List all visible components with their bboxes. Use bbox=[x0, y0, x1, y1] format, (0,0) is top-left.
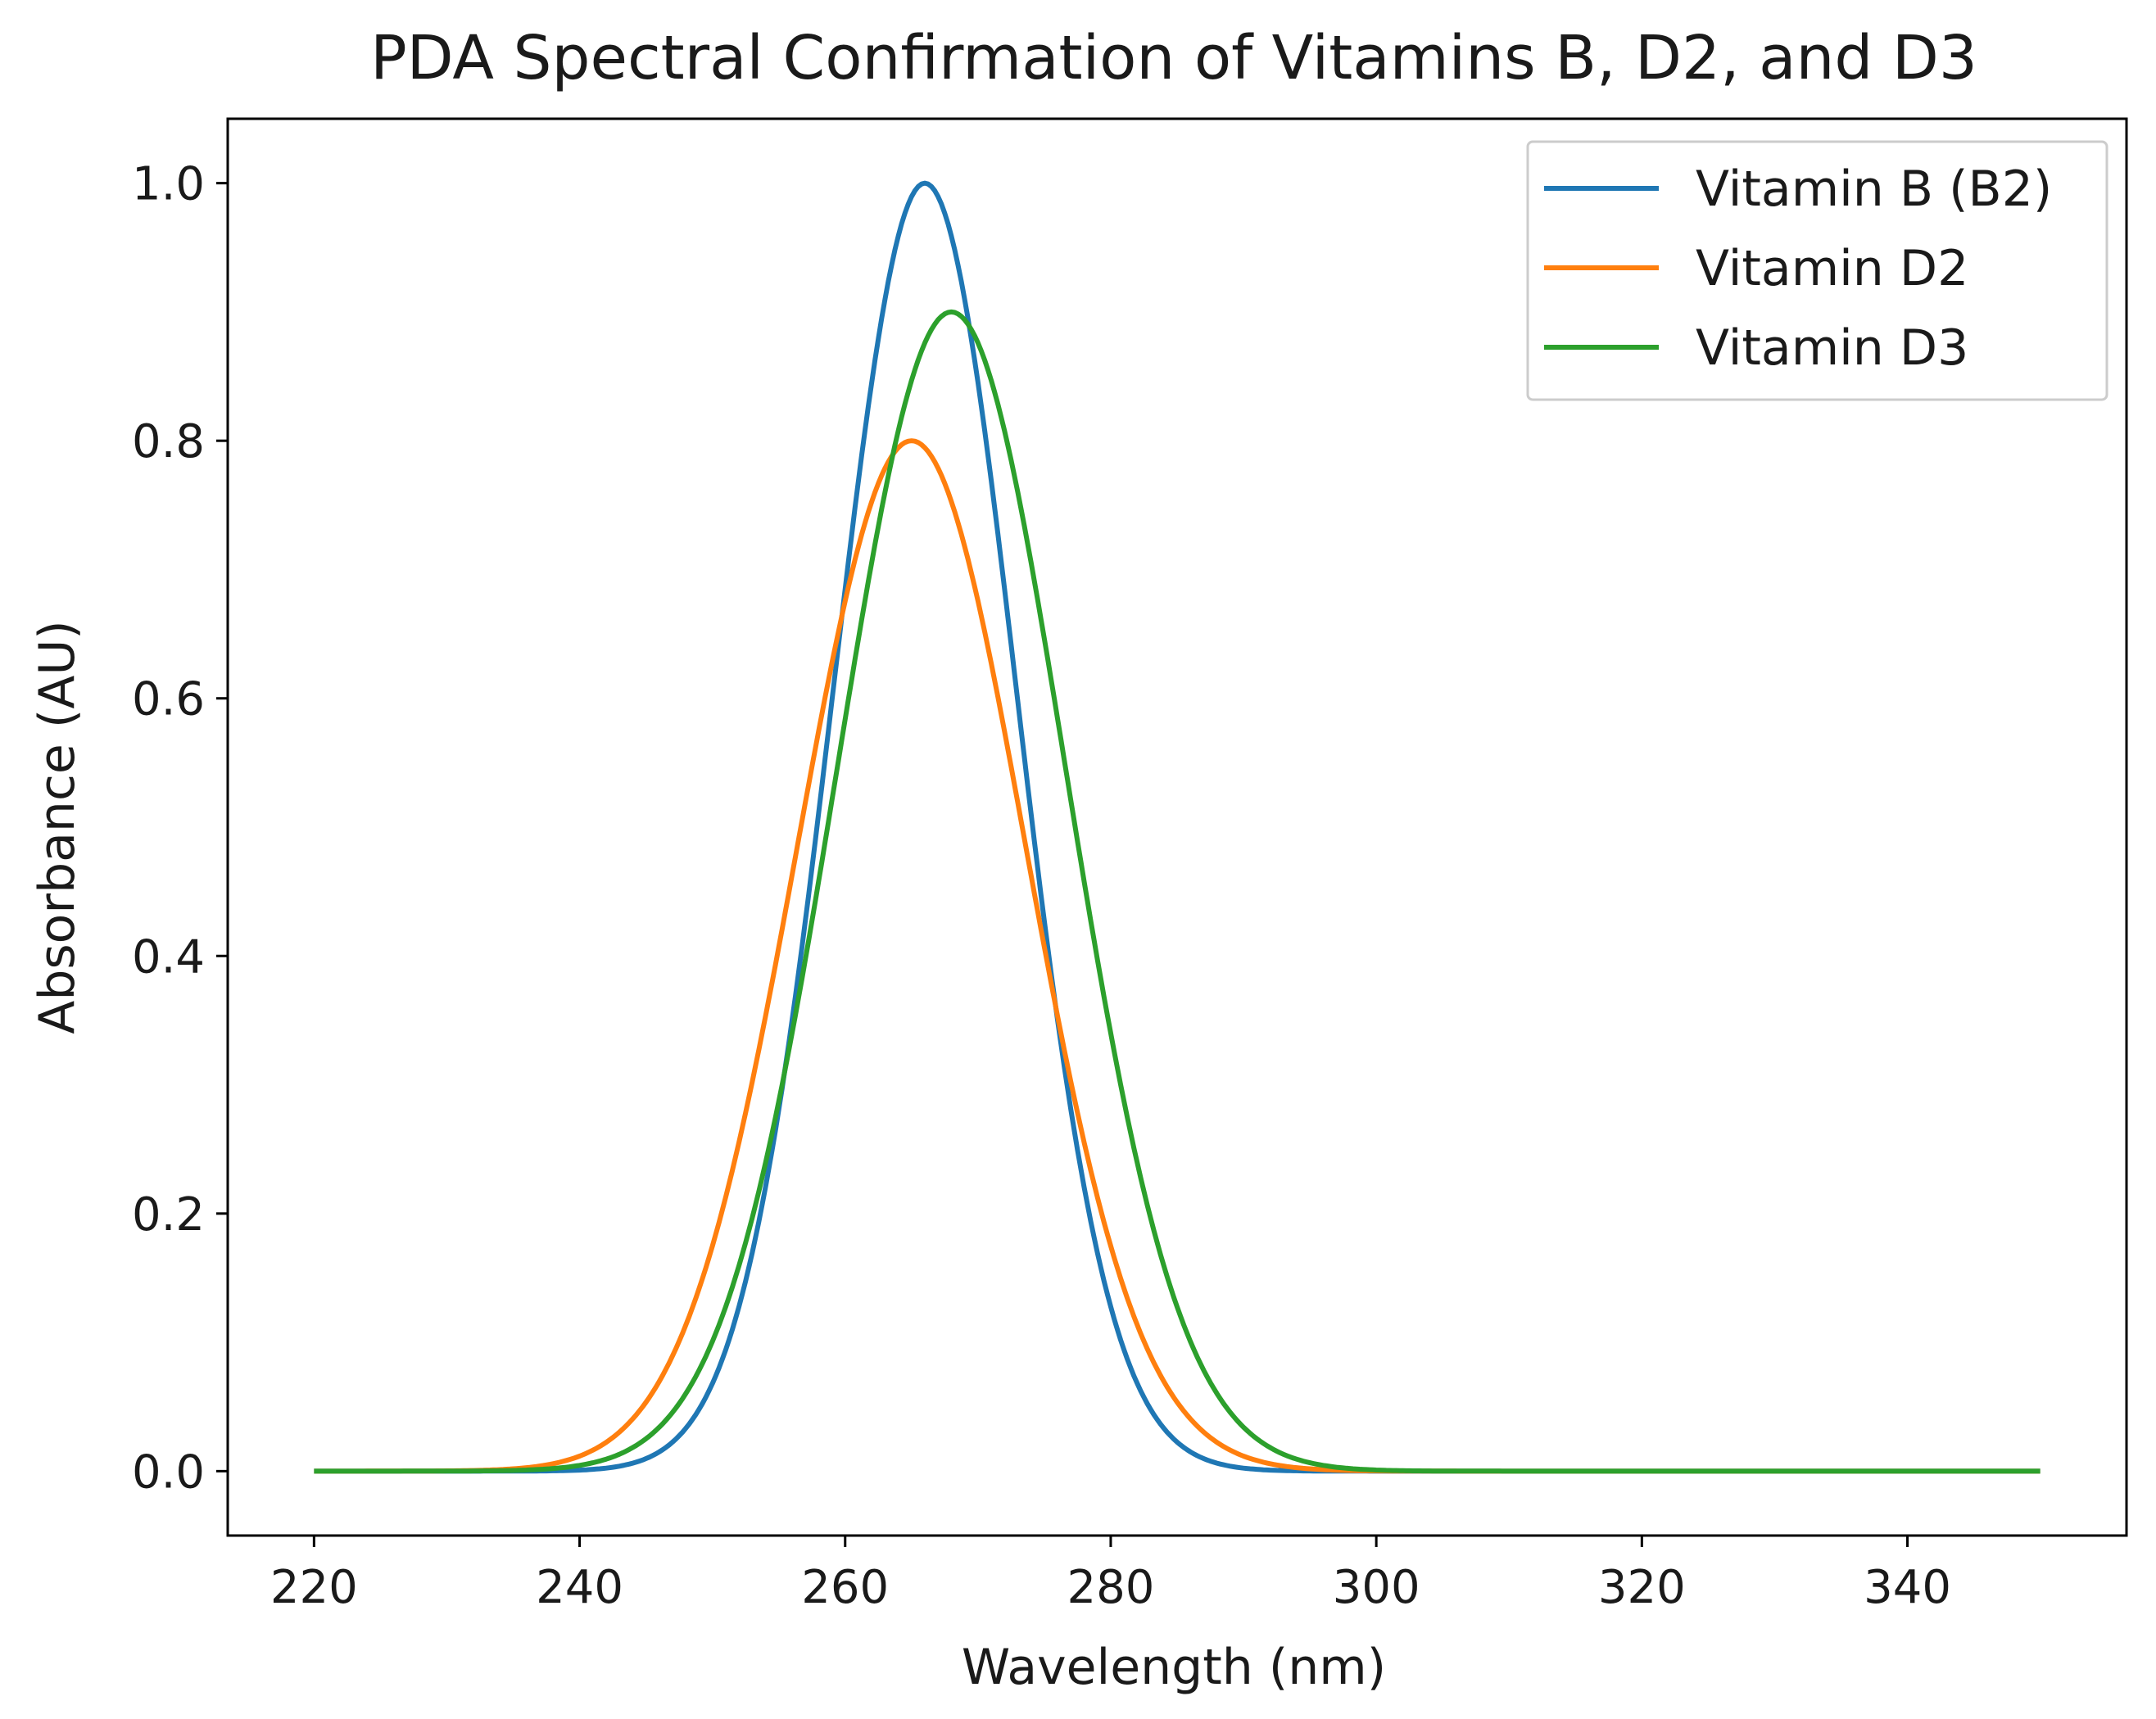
x-tick-label: 300 bbox=[1333, 1561, 1420, 1614]
y-tick-label: 0.8 bbox=[132, 415, 205, 468]
legend-box bbox=[1526, 140, 2108, 401]
x-tick-label: 280 bbox=[1067, 1561, 1155, 1614]
x-tick-label: 240 bbox=[536, 1561, 623, 1614]
legend: Vitamin B (B2) Vitamin D2 Vitamin D3 bbox=[1526, 140, 2108, 401]
legend-entries: Vitamin B (B2) Vitamin D2 Vitamin D3 bbox=[1544, 161, 2052, 377]
legend-label-2: Vitamin D2 bbox=[1696, 240, 1968, 297]
y-axis-label: Absorbance (AU) bbox=[29, 620, 86, 1034]
y-tick-label: 0.0 bbox=[132, 1445, 205, 1499]
y-tick-label: 0.6 bbox=[132, 673, 205, 726]
x-tick-label: 320 bbox=[1598, 1561, 1686, 1614]
y-tick-label: 0.2 bbox=[132, 1188, 205, 1242]
x-axis-ticks: 220 240 260 280 300 320 340 bbox=[270, 1536, 1951, 1614]
chart-title: PDA Spectral Confirmation of Vitamins B,… bbox=[370, 23, 1977, 93]
x-tick-label: 340 bbox=[1864, 1561, 1951, 1614]
y-tick-label: 1.0 bbox=[132, 158, 205, 211]
plot-frame bbox=[226, 117, 2128, 1537]
x-tick-label: 220 bbox=[270, 1561, 358, 1614]
x-axis-label: Wavelength (nm) bbox=[962, 1639, 1386, 1696]
x-tick-label: 260 bbox=[801, 1561, 889, 1614]
series-layer bbox=[314, 180, 2040, 1474]
y-tick-label: 0.4 bbox=[132, 930, 205, 984]
series-line-3 bbox=[314, 309, 2040, 1474]
legend-label-1: Vitamin B (B2) bbox=[1696, 161, 2052, 218]
legend-label-3: Vitamin D3 bbox=[1696, 319, 1968, 377]
y-axis-ticks: 0.0 0.2 0.4 0.6 0.8 1.0 bbox=[132, 158, 228, 1499]
